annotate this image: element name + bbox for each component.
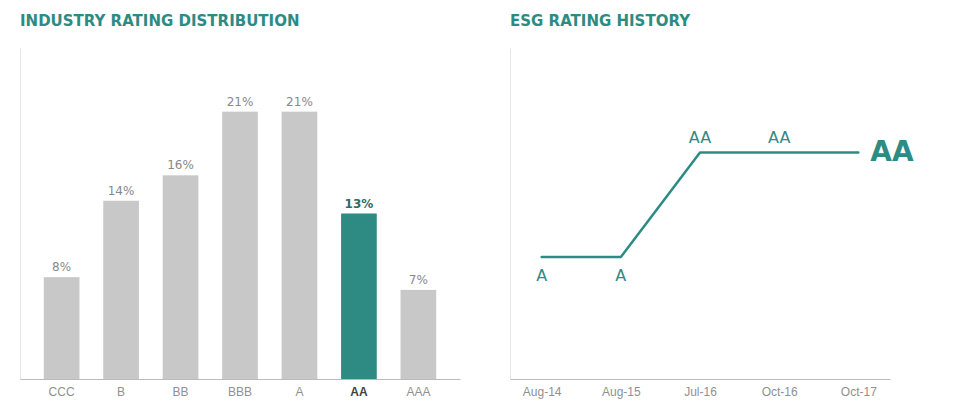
x-tick-label: B xyxy=(117,385,125,399)
x-tick: Aug-15 xyxy=(602,379,641,399)
annotation: AA xyxy=(689,128,711,147)
x-tick: BBB xyxy=(228,379,252,399)
x-tick: BB xyxy=(173,379,189,399)
x-tick-label: AA xyxy=(350,385,368,399)
annotations: AAAAAAAA xyxy=(536,128,914,286)
y-axis-line xyxy=(20,49,21,380)
y-axis xyxy=(510,49,511,380)
line xyxy=(542,153,859,258)
chart-canvas: CCCBBBBBBAAAAAA8%14%16%21%21%13%7%INDUST… xyxy=(0,0,971,419)
x-tick: AAA xyxy=(406,379,430,399)
panel-line: Aug-14Aug-15Jul-16Oct-16Oct-17AAAAAAAAES… xyxy=(510,12,914,399)
annotation: A xyxy=(536,266,547,285)
annotation: AA xyxy=(870,135,914,168)
line-group xyxy=(542,153,859,258)
data-label: 16% xyxy=(167,158,194,172)
x-tick-label: BB xyxy=(173,385,189,399)
bar xyxy=(341,214,377,380)
x-tick-label: AAA xyxy=(406,385,430,399)
bar xyxy=(401,290,437,379)
bar xyxy=(282,112,318,379)
x-tick-label: BBB xyxy=(228,385,252,399)
x-tick: Oct-17 xyxy=(841,379,877,399)
x-axis: Aug-14 Aug-15 Jul-16 Oct-16 Oct-17 xyxy=(511,379,891,399)
data-label: 7% xyxy=(409,273,428,287)
bars xyxy=(44,112,436,379)
x-axis-line xyxy=(511,379,891,380)
x-tick-label: CCC xyxy=(49,385,75,399)
x-tick-label: Oct-16 xyxy=(762,385,798,399)
y-axis xyxy=(20,49,21,380)
x-tick: A xyxy=(295,379,303,399)
bar xyxy=(222,112,258,379)
y-axis-line xyxy=(510,49,511,380)
data-labels: 8% 14% 16% 21% 21% 13% 7% xyxy=(52,95,428,287)
x-tick: CCC xyxy=(49,379,75,399)
chart-title: INDUSTRY RATING DISTRIBUTION xyxy=(20,12,299,30)
x-tick: Oct-16 xyxy=(762,379,798,399)
x-tick-label: Aug-14 xyxy=(523,385,562,399)
annotation: A xyxy=(615,266,626,285)
data-label: 21% xyxy=(286,95,313,109)
x-tick: B xyxy=(117,379,125,399)
chart-title: ESG RATING HISTORY xyxy=(510,12,691,30)
x-tick: AA xyxy=(350,379,368,399)
data-label: 14% xyxy=(108,184,135,198)
x-tick-label: Aug-15 xyxy=(602,385,641,399)
bar xyxy=(44,277,80,379)
x-axis-line xyxy=(21,379,461,380)
data-label: 21% xyxy=(227,95,254,109)
x-tick: Jul-16 xyxy=(684,379,717,399)
data-label: 8% xyxy=(52,260,71,274)
annotation: AA xyxy=(768,128,790,147)
bar xyxy=(103,201,139,379)
x-tick-label: Jul-16 xyxy=(684,385,717,399)
data-label: 13% xyxy=(345,197,374,211)
x-tick-label: A xyxy=(295,385,303,399)
x-tick-label: Oct-17 xyxy=(841,385,877,399)
panel-bar: CCCBBBBBBAAAAAA8%14%16%21%21%13%7%INDUST… xyxy=(20,12,461,399)
x-axis: CCCBBBBBBAAAAAA xyxy=(21,379,461,399)
x-tick: Aug-14 xyxy=(523,379,562,399)
bar xyxy=(163,175,199,379)
